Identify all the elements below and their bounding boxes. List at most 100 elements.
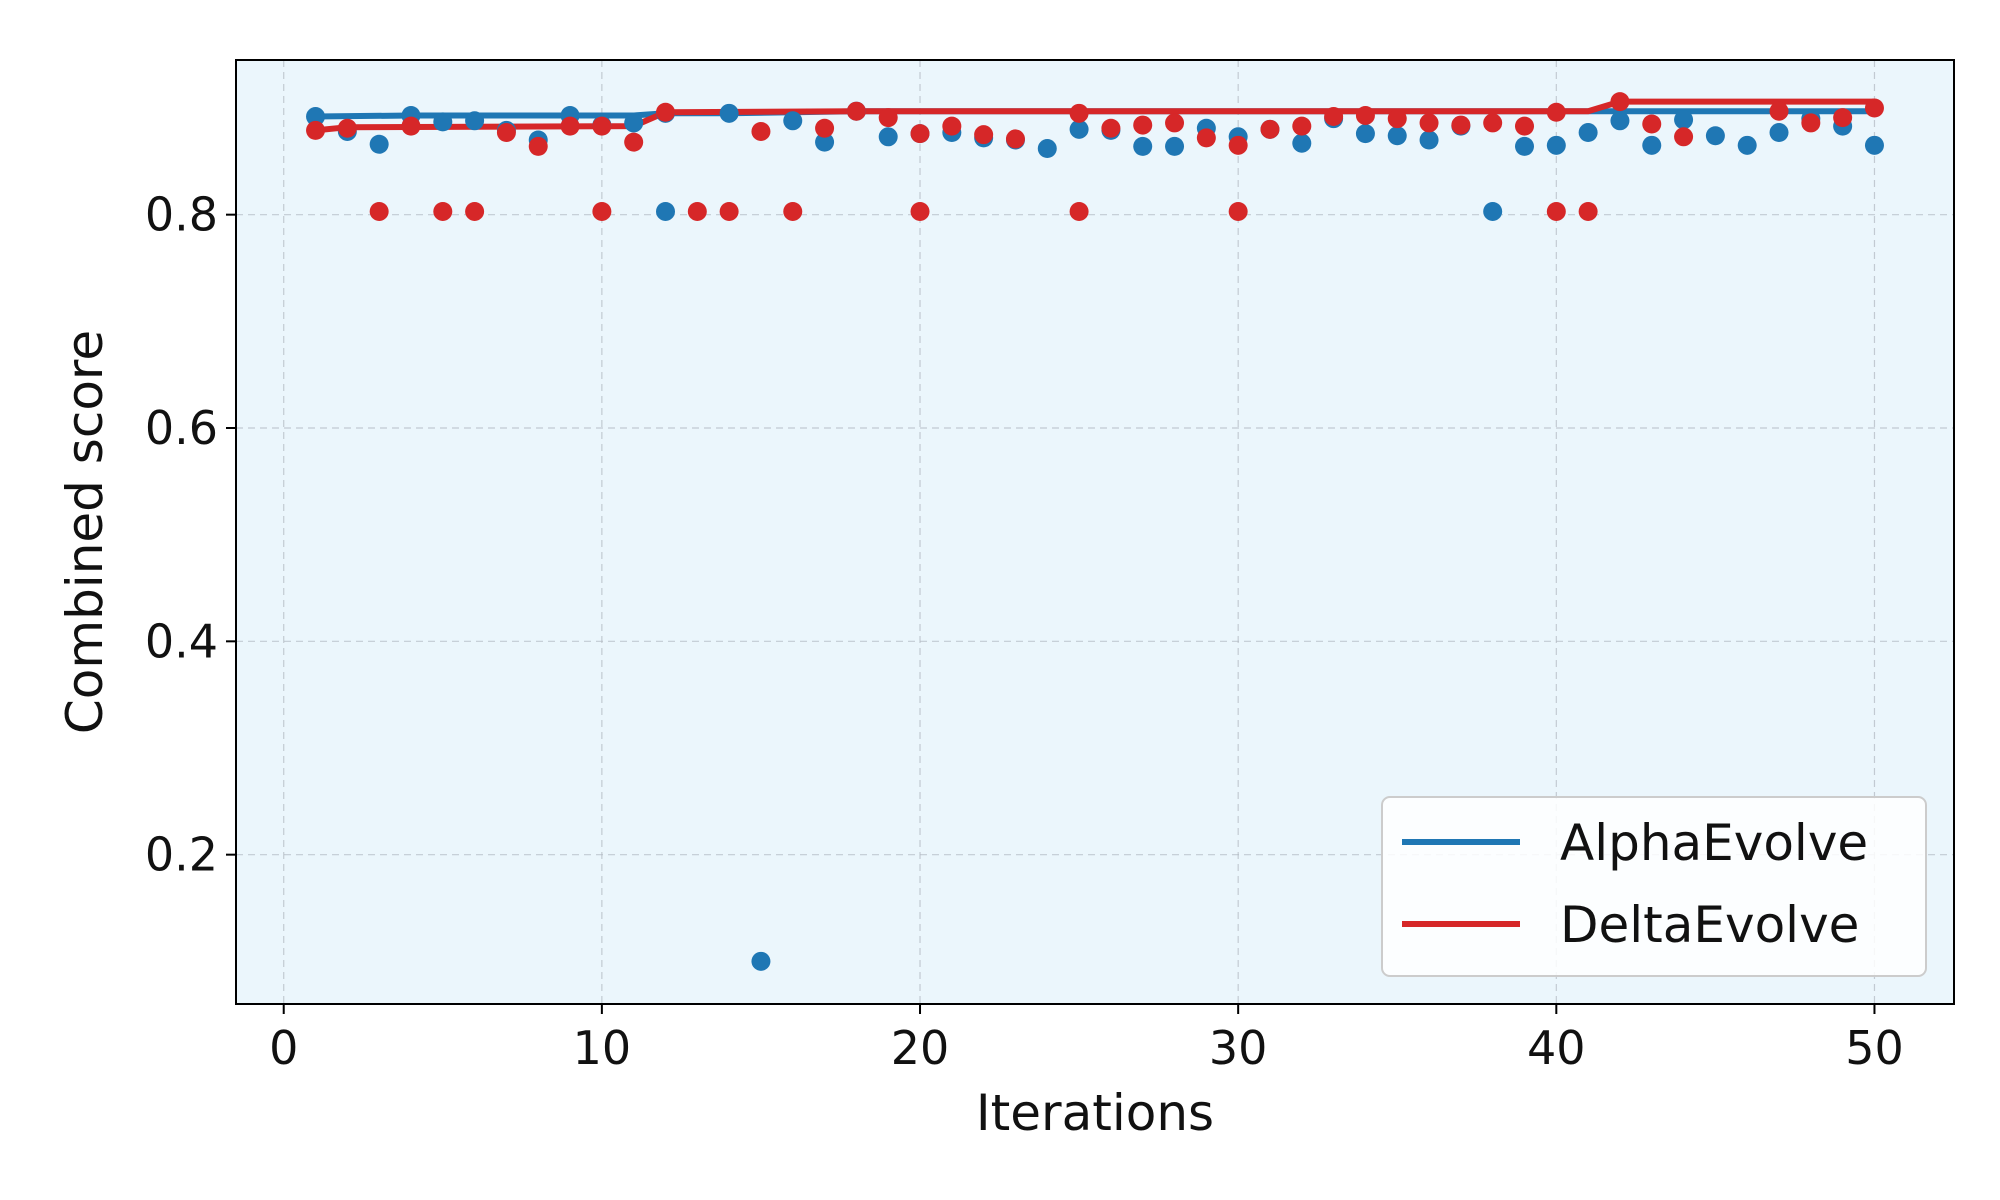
point-alphaevolve xyxy=(1864,135,1884,155)
point-deltaevolve xyxy=(465,201,485,221)
point-deltaevolve xyxy=(974,125,994,145)
point-deltaevolve xyxy=(751,121,771,141)
point-deltaevolve xyxy=(1515,116,1534,136)
point-deltaevolve xyxy=(815,118,835,138)
legend-label-deltaevolve: DeltaEvolve xyxy=(1560,896,1859,954)
point-deltaevolve xyxy=(783,201,803,221)
point-alphaevolve xyxy=(1578,123,1598,143)
point-alphaevolve xyxy=(1769,123,1789,143)
point-deltaevolve xyxy=(1355,105,1375,125)
point-alphaevolve xyxy=(465,111,485,131)
point-deltaevolve xyxy=(1610,92,1630,112)
point-alphaevolve xyxy=(1419,130,1439,150)
point-alphaevolve xyxy=(1546,135,1566,155)
point-deltaevolve xyxy=(1769,101,1789,121)
point-deltaevolve xyxy=(878,108,898,128)
axis-ticks: 0 10 20 30 40 50 0.2 0.4 0.6 0.8 xyxy=(145,188,1904,1075)
point-deltaevolve xyxy=(1292,116,1312,136)
point-deltaevolve xyxy=(1578,201,1598,221)
point-deltaevolve xyxy=(1165,113,1185,133)
legend-label-alphaevolve: AlphaEvolve xyxy=(1560,814,1868,872)
point-alphaevolve xyxy=(1069,119,1089,139)
legend: AlphaEvolve DeltaEvolve xyxy=(1381,796,1927,977)
x-axis-label: Iterations xyxy=(976,1084,1214,1142)
point-alphaevolve xyxy=(1515,136,1534,156)
point-alphaevolve xyxy=(1642,135,1662,155)
point-alphaevolve xyxy=(1165,136,1185,156)
point-alphaevolve xyxy=(433,112,453,132)
point-alphaevolve xyxy=(815,132,835,152)
point-deltaevolve xyxy=(656,102,675,122)
point-deltaevolve xyxy=(1228,201,1248,221)
point-alphaevolve xyxy=(624,113,644,133)
point-deltaevolve xyxy=(369,201,389,221)
y-axis-label: Combined score xyxy=(56,330,114,734)
y-tick-label: 0.6 xyxy=(145,401,218,455)
point-deltaevolve xyxy=(1260,119,1280,139)
point-alphaevolve xyxy=(878,127,898,147)
point-deltaevolve xyxy=(719,201,739,221)
x-tick-label: 40 xyxy=(1527,1021,1586,1075)
point-deltaevolve xyxy=(1483,113,1503,133)
point-deltaevolve xyxy=(687,201,707,221)
point-deltaevolve xyxy=(1419,113,1439,133)
point-deltaevolve xyxy=(1324,107,1344,127)
point-deltaevolve xyxy=(306,120,326,140)
point-deltaevolve xyxy=(910,201,930,221)
plot-frame xyxy=(235,59,1955,1005)
point-deltaevolve xyxy=(1069,103,1089,123)
point-deltaevolve xyxy=(1546,201,1566,221)
point-deltaevolve xyxy=(1387,109,1407,129)
point-deltaevolve xyxy=(1133,115,1153,135)
point-deltaevolve xyxy=(1833,108,1853,128)
data-points xyxy=(306,92,1884,971)
point-alphaevolve xyxy=(719,103,739,123)
y-tick-label: 0.2 xyxy=(145,828,218,882)
point-deltaevolve xyxy=(592,116,612,136)
point-alphaevolve xyxy=(656,201,675,221)
x-tick-label: 50 xyxy=(1845,1021,1904,1075)
point-deltaevolve xyxy=(1069,201,1089,221)
x-tick-label: 30 xyxy=(1209,1021,1268,1075)
point-alphaevolve xyxy=(1737,135,1757,155)
point-alphaevolve xyxy=(1133,136,1153,156)
y-tick-label: 0.4 xyxy=(145,614,218,668)
point-deltaevolve xyxy=(1674,127,1694,147)
point-alphaevolve xyxy=(1387,126,1407,146)
point-alphaevolve xyxy=(369,134,389,154)
x-tick-label: 20 xyxy=(891,1021,950,1075)
point-alphaevolve xyxy=(783,111,803,131)
point-deltaevolve xyxy=(1005,129,1025,149)
point-deltaevolve xyxy=(846,101,866,121)
point-alphaevolve xyxy=(1483,201,1503,221)
point-deltaevolve xyxy=(1196,128,1216,148)
point-alphaevolve xyxy=(306,107,326,127)
point-alphaevolve xyxy=(751,951,771,971)
point-deltaevolve xyxy=(1451,115,1471,135)
point-deltaevolve xyxy=(1642,114,1662,134)
y-tick-label: 0.8 xyxy=(145,188,218,242)
point-deltaevolve xyxy=(1546,102,1566,122)
point-deltaevolve xyxy=(910,124,930,144)
point-deltaevolve xyxy=(337,118,357,138)
x-tick-label: 10 xyxy=(573,1021,632,1075)
point-alphaevolve xyxy=(1610,111,1630,131)
point-deltaevolve xyxy=(528,136,548,156)
point-deltaevolve xyxy=(624,132,644,152)
point-deltaevolve xyxy=(1801,113,1821,133)
point-alphaevolve xyxy=(1037,139,1057,159)
point-deltaevolve xyxy=(401,116,421,136)
point-deltaevolve xyxy=(942,116,962,136)
point-alphaevolve xyxy=(1705,126,1725,146)
point-deltaevolve xyxy=(1864,98,1884,118)
point-alphaevolve xyxy=(1292,133,1312,153)
point-alphaevolve xyxy=(1674,110,1694,130)
x-tick-label: 0 xyxy=(269,1021,298,1075)
point-deltaevolve xyxy=(592,201,612,221)
point-deltaevolve xyxy=(1101,118,1121,138)
point-deltaevolve xyxy=(560,116,580,136)
point-alphaevolve xyxy=(1355,124,1375,144)
point-deltaevolve xyxy=(496,123,516,143)
